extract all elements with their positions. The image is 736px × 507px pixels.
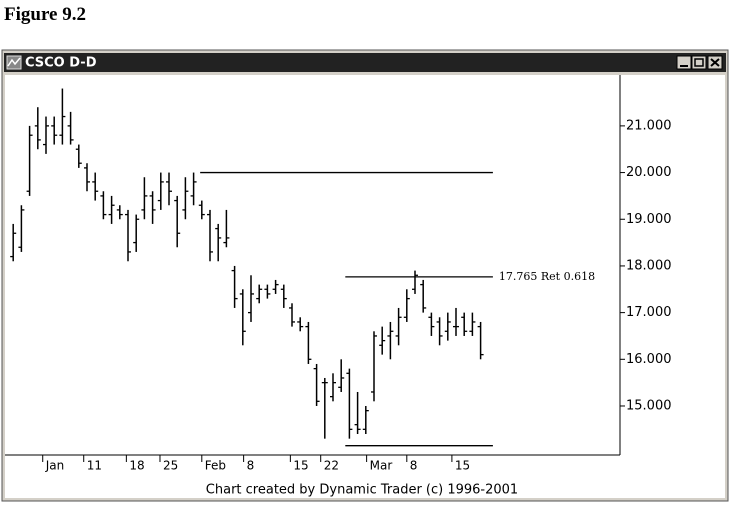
maximize-glyph — [694, 58, 704, 67]
footer: Chart created by Dynamic Trader (c) 1996… — [206, 483, 518, 498]
x-tick-label: 11 — [87, 459, 102, 473]
y-tick-label: 21.000 — [626, 118, 672, 133]
x-tick-label: 22 — [324, 459, 339, 473]
chart-background — [5, 75, 725, 498]
window-icon-glyph — [7, 57, 21, 67]
x-tick-label: Mar — [370, 459, 393, 473]
level-label: 17.765 Ret 0.618 — [499, 270, 595, 283]
x-tick-label: 15 — [455, 459, 470, 473]
x-tick-label: 15 — [293, 459, 308, 473]
title-bar — [4, 53, 726, 72]
y-tick-label: 17.000 — [626, 305, 672, 320]
x-tick-label: 25 — [163, 459, 178, 473]
x-tick-label: 8 — [247, 459, 255, 473]
x-tick-label: 8 — [410, 459, 418, 473]
y-tick-label: 15.000 — [626, 398, 672, 413]
window-title: CSCO D-D — [25, 56, 97, 71]
maximize-button[interactable] — [691, 55, 707, 70]
x-tick-label: 18 — [129, 459, 144, 473]
x-tick-label: Jan — [45, 459, 65, 473]
y-tick-label: 20.000 — [626, 165, 672, 180]
y-tick-label: 18.000 — [626, 258, 672, 273]
y-tick-label: 19.000 — [626, 212, 672, 227]
y-tick-label: 16.000 — [626, 352, 672, 367]
minimize-button[interactable] — [676, 55, 692, 70]
x-tick-label: Feb — [205, 459, 226, 473]
close-glyph — [710, 58, 720, 67]
figure-label: Figure 9.2 — [4, 4, 86, 25]
